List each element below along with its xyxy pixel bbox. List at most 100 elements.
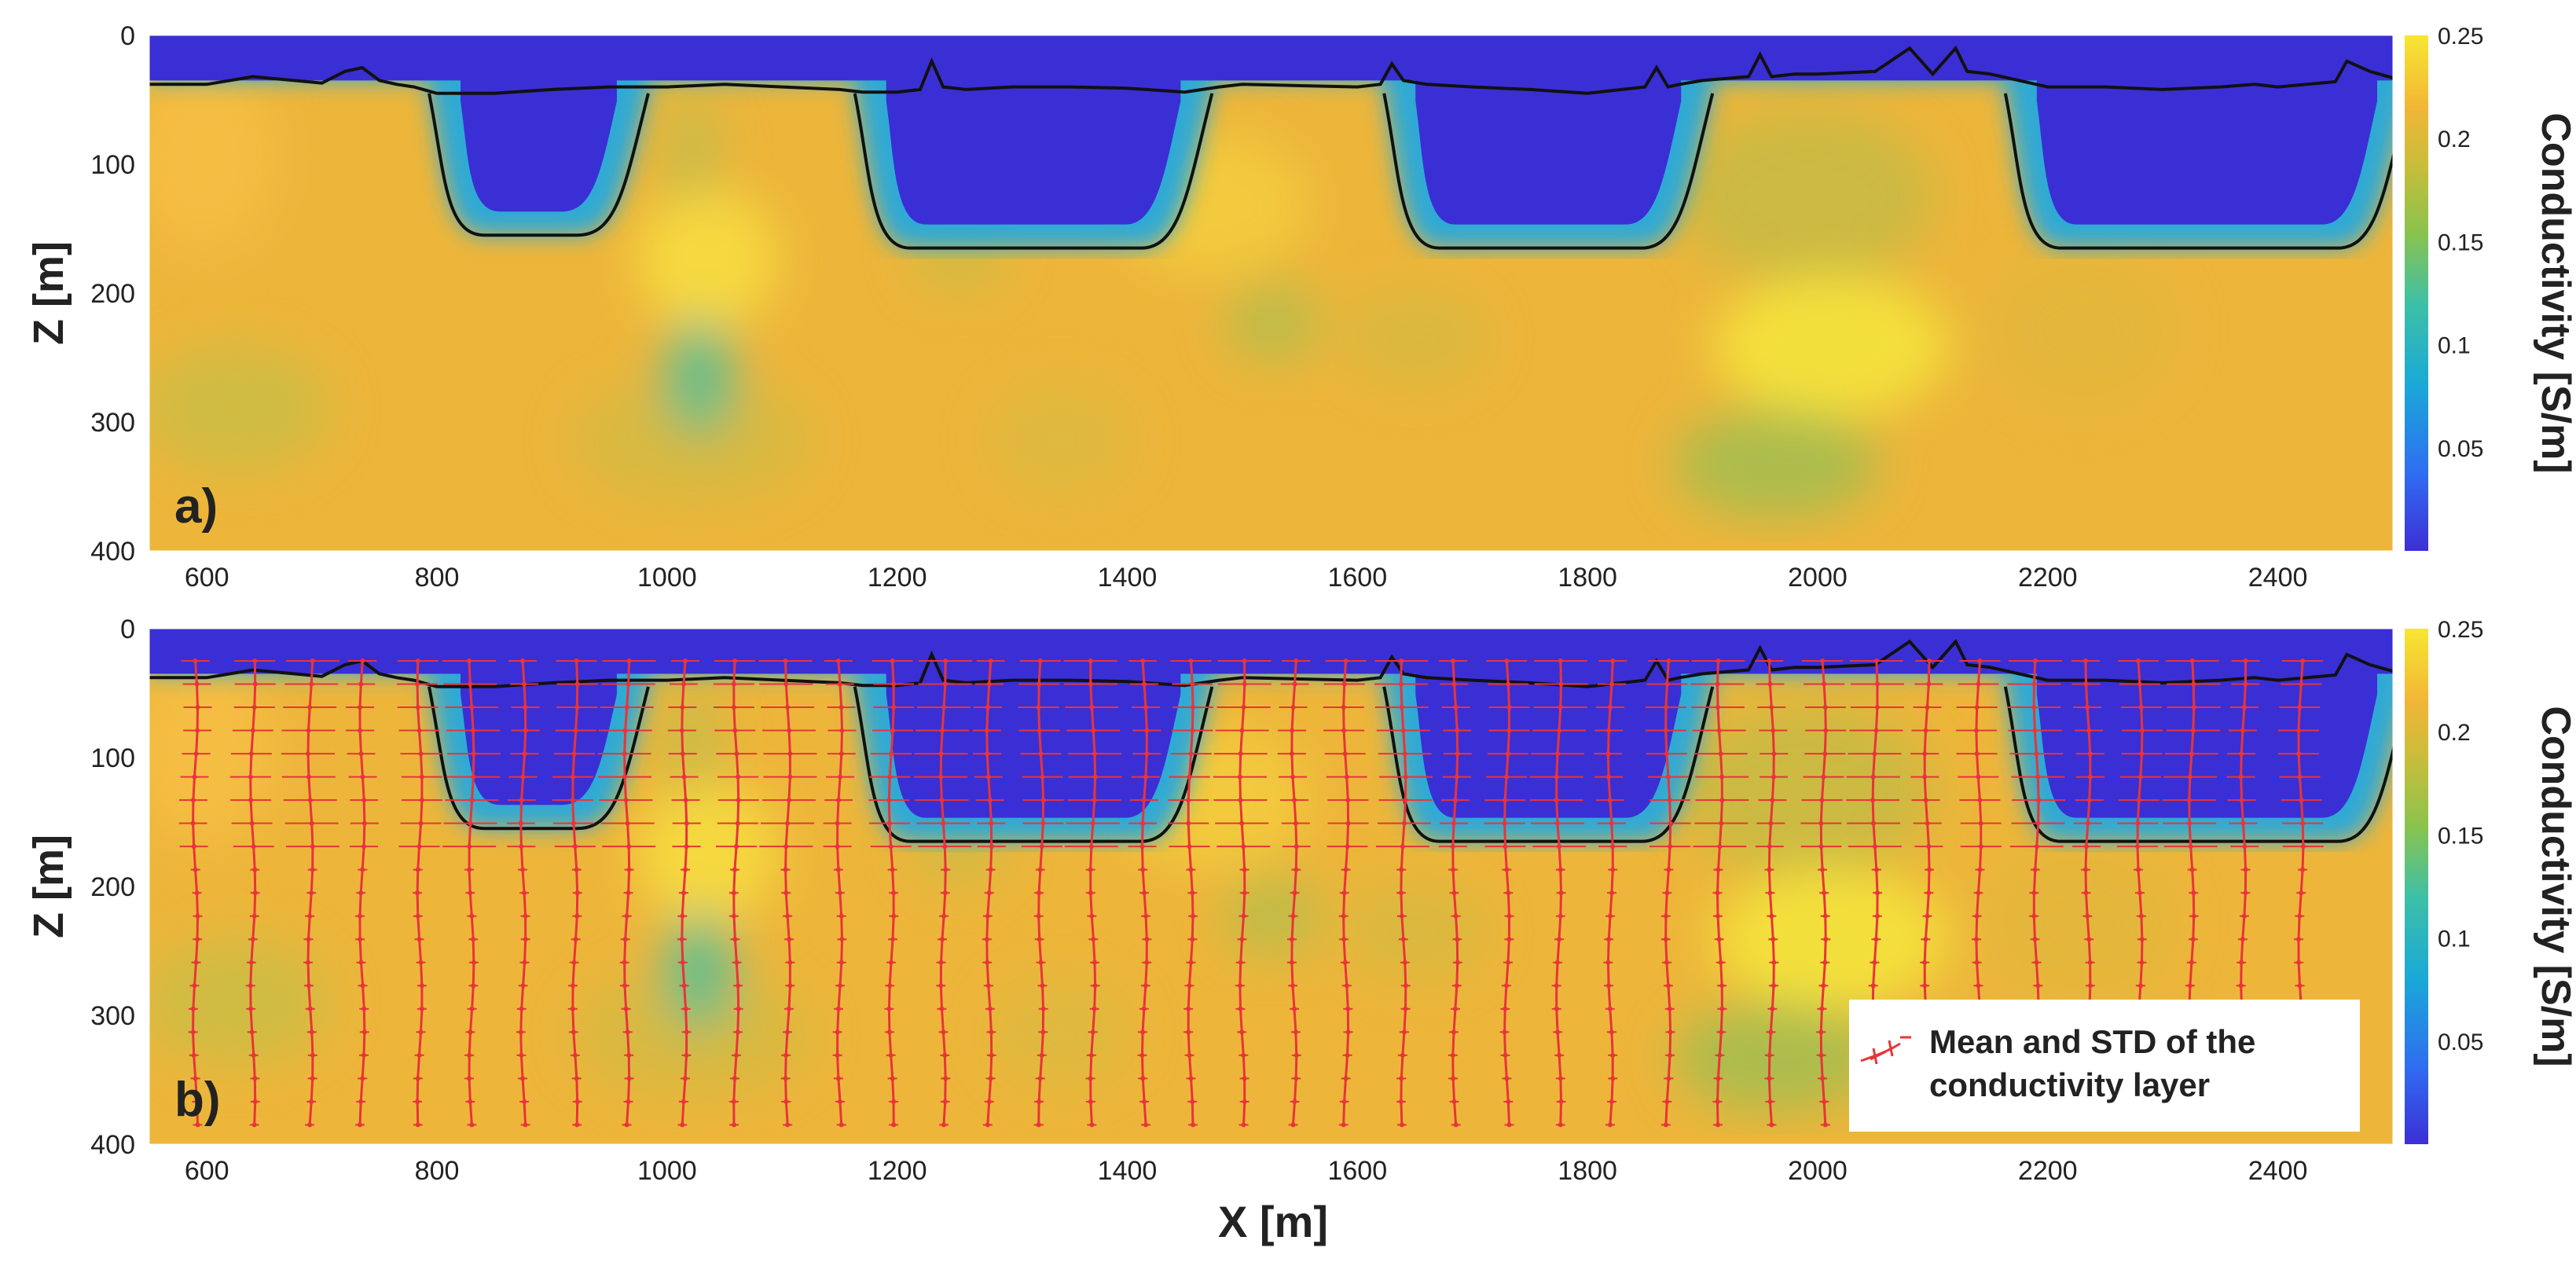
surface-boundary-line — [149, 638, 2393, 843]
x-tick-label: 800 — [415, 563, 460, 593]
mean-line — [249, 660, 257, 1125]
mean-line — [358, 660, 366, 1125]
mean-line — [468, 660, 475, 1125]
profile — [1755, 659, 1789, 1128]
panel-label: b) — [174, 1073, 221, 1127]
colorbar — [2405, 629, 2428, 1144]
profile — [1645, 659, 1691, 1128]
profile — [229, 659, 276, 1128]
mean-line — [1503, 660, 1511, 1125]
legend-symbol — [1860, 1036, 1911, 1065]
x-tick-label: 2200 — [2018, 563, 2078, 593]
x-tick-label: 2400 — [2248, 1156, 2308, 1186]
mean-line — [939, 660, 947, 1125]
profile — [346, 659, 379, 1128]
x-tick-label: 800 — [415, 1156, 460, 1186]
colorbar-tick-label: 0.2 — [2438, 127, 2471, 152]
colorbar — [2405, 35, 2428, 551]
profile — [1168, 659, 1214, 1128]
mean-line — [732, 660, 740, 1125]
colorbar-label: Conductivity [S/m] — [2533, 112, 2576, 473]
profile — [281, 659, 339, 1128]
profile — [1018, 659, 1064, 1128]
legend-entry-line-1: Mean and STD of the — [1929, 1023, 2255, 1060]
x-tick-label: 1200 — [868, 1156, 927, 1186]
x-axis-ticks: 600 800 1000 1200 1400 1600 1800 2000 2200 2400 — [185, 563, 2308, 593]
profile — [868, 659, 915, 1128]
y-axis-label: Z [m] — [25, 835, 72, 938]
mean-line — [1400, 660, 1407, 1125]
x-tick-label: 1400 — [1098, 563, 1158, 593]
profile — [442, 659, 501, 1128]
y-tick-label: 400 — [90, 537, 135, 567]
mean-line — [623, 660, 631, 1125]
profile — [713, 659, 759, 1128]
mean-line — [1089, 660, 1097, 1125]
mean-line — [1290, 660, 1298, 1125]
x-axis-ticks: 600 800 1000 1200 1400 1600 1800 2000 2200 2400 — [185, 1156, 2308, 1186]
profile — [1800, 659, 1847, 1128]
colorbar-ticks: 0.05 0.1 0.15 0.2 0.25 — [2438, 24, 2483, 462]
x-tick-label: 1400 — [1098, 1156, 1158, 1186]
x-tick-label: 1000 — [637, 1156, 697, 1186]
y-tick-label: 0 — [120, 615, 135, 644]
y-axis-label: Z [m] — [25, 241, 72, 345]
mean-line — [306, 660, 314, 1125]
mean-line — [1819, 660, 1827, 1125]
mean-line — [1715, 660, 1723, 1125]
y-tick-label: 200 — [90, 279, 135, 309]
colorbar-tick-label: 0.1 — [2438, 927, 2471, 952]
x-tick-label: 600 — [185, 1156, 229, 1186]
mean-line — [1664, 660, 1672, 1125]
profile — [1128, 659, 1161, 1128]
profile — [1063, 659, 1122, 1128]
x-tick-label: 1600 — [1327, 1156, 1387, 1186]
mean-line — [1606, 660, 1614, 1125]
mean-line — [571, 660, 579, 1125]
profile — [397, 659, 442, 1128]
profile — [1529, 659, 1588, 1128]
colorbar-tick-label: 0.05 — [2438, 436, 2483, 462]
mean-line — [784, 660, 791, 1125]
y-tick-label: 300 — [90, 408, 135, 438]
y-tick-label: 300 — [90, 1001, 135, 1031]
plot-frame — [149, 628, 2394, 1145]
mean-line — [519, 660, 527, 1125]
panel-a: 600 800 1000 1200 1400 1600 1800 2000 2200 2400 0… — [25, 21, 2576, 593]
profile — [914, 659, 973, 1128]
colorbar-tick-label: 0.15 — [2438, 823, 2483, 849]
mean-line — [1187, 660, 1194, 1125]
mean-line — [192, 660, 200, 1125]
profile — [1484, 659, 1530, 1128]
colorbar-tick-label: 0.1 — [2438, 333, 2471, 359]
profile — [667, 659, 701, 1128]
x-tick-label: 600 — [185, 563, 229, 593]
mean-line — [681, 660, 688, 1125]
profile — [758, 659, 817, 1128]
panel-label: a) — [174, 479, 218, 534]
legend-box — [1849, 1000, 2360, 1132]
mean-line — [1037, 660, 1045, 1125]
colorbar-tick-label: 0.2 — [2438, 720, 2471, 746]
colorbar-tick-label: 0.05 — [2438, 1029, 2483, 1055]
plot-frame — [149, 35, 2394, 552]
colorbar-tick-label: 0.25 — [2438, 24, 2483, 50]
mean-line — [1451, 660, 1459, 1125]
profile — [972, 659, 1006, 1128]
profile — [506, 659, 540, 1128]
panel-b: 600 800 1000 1200 1400 1600 1800 2000 2200 2400 0… — [25, 615, 2576, 1246]
y-tick-label: 100 — [90, 150, 135, 180]
basin-core — [149, 629, 2393, 818]
colorbar-tick-label: 0.25 — [2438, 617, 2483, 643]
profile — [2007, 659, 2066, 1128]
x-tick-label: 2400 — [2248, 563, 2308, 593]
y-tick-label: 100 — [90, 743, 135, 773]
profile — [1690, 659, 1749, 1128]
mean-line — [1555, 660, 1563, 1125]
x-tick-label: 2000 — [1788, 563, 1848, 593]
y-axis-ticks: 0 100 200 300 400 — [90, 21, 135, 567]
profile — [178, 659, 212, 1128]
x-tick-label: 1600 — [1327, 563, 1387, 593]
mean-std-profiles — [178, 659, 2324, 1128]
y-axis-ticks: 0 100 200 300 400 — [90, 615, 135, 1160]
